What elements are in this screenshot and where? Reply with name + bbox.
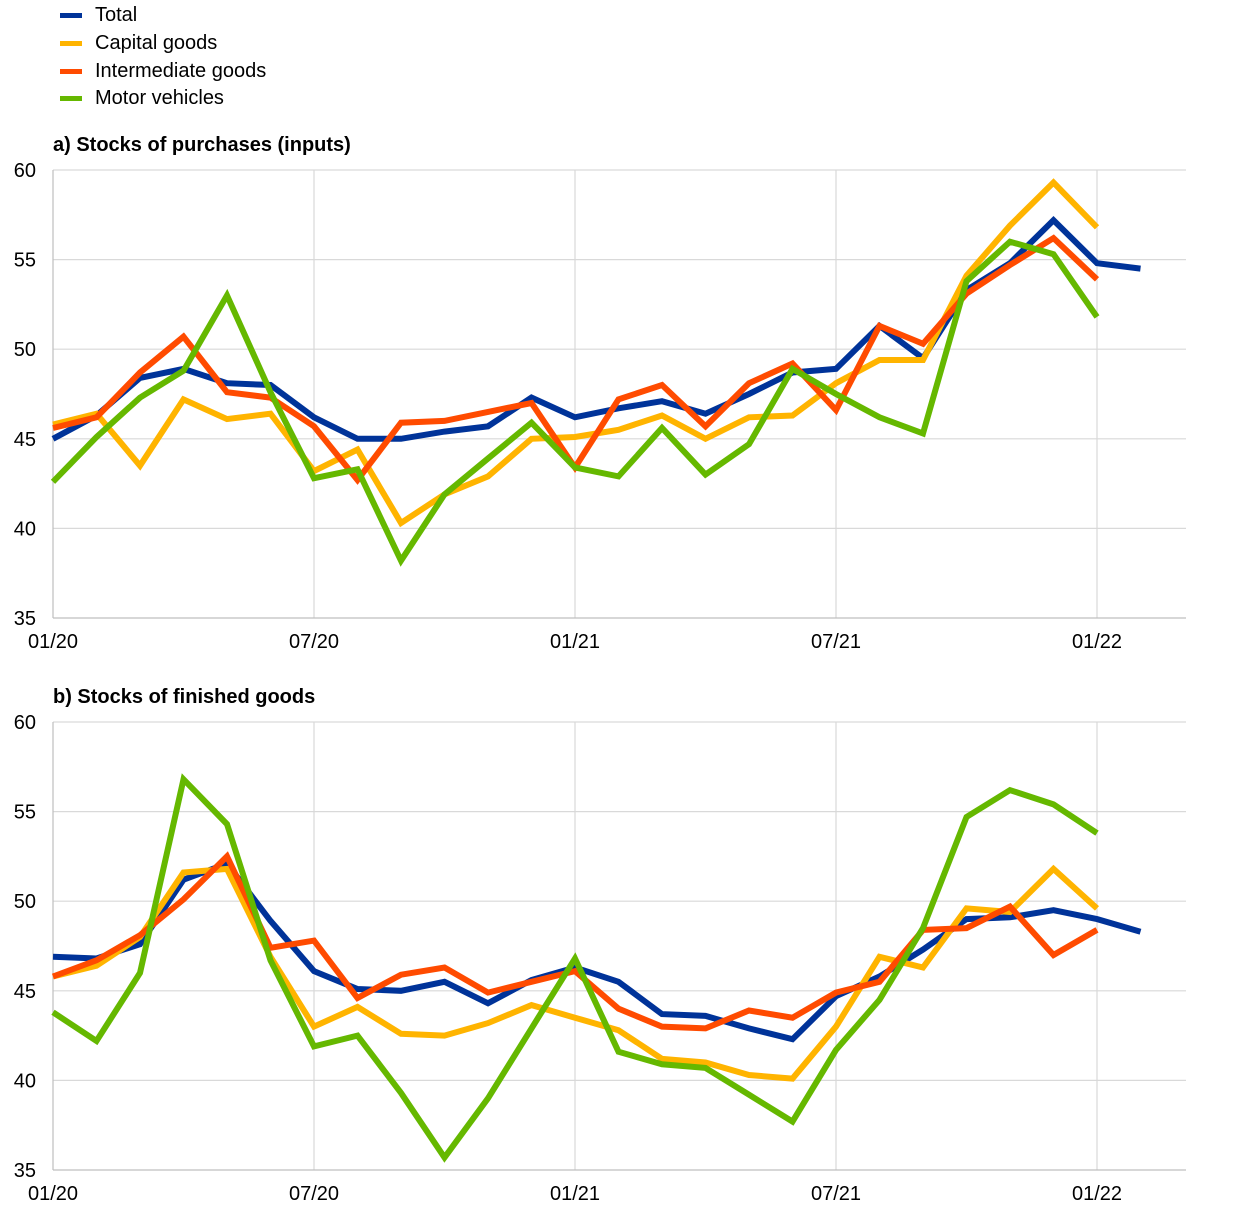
- legend: Total Capital goods Intermediate goods M…: [60, 2, 266, 113]
- y-tick-label: 60: [14, 160, 36, 182]
- y-tick-label: 45: [14, 429, 36, 451]
- legend-item-intermediate-goods: Intermediate goods: [60, 57, 266, 85]
- series-line-capital-goods: [52, 864, 1100, 1082]
- panel-a-title: a) Stocks of purchases (inputs): [53, 134, 351, 156]
- series-line-total: [52, 860, 1142, 1043]
- x-tick-label: 01/22: [1072, 631, 1122, 653]
- legend-swatch: [60, 13, 82, 19]
- y-tick-label: 60: [14, 712, 36, 734]
- legend-item-motor-vehicles: Motor vehicles: [60, 85, 266, 113]
- legend-swatch: [60, 41, 82, 47]
- x-tick-label: 01/20: [28, 1183, 78, 1205]
- y-tick-label: 55: [14, 250, 36, 272]
- y-tick-label: 35: [14, 608, 36, 630]
- x-tick-label: 07/21: [811, 1183, 861, 1205]
- legend-label: Intermediate goods: [95, 59, 267, 82]
- x-tick-label: 07/20: [289, 1183, 339, 1205]
- x-tick-label: 01/20: [28, 631, 78, 653]
- series-line-motor-vehicles: [51, 773, 1099, 1163]
- legend-label: Capital goods: [95, 32, 218, 55]
- y-tick-label: 55: [14, 802, 36, 824]
- x-tick-label: 01/22: [1072, 1183, 1122, 1205]
- y-tick-label: 35: [14, 1160, 36, 1182]
- legend-item-capital-goods: Capital goods: [60, 30, 266, 58]
- y-tick-label: 40: [14, 518, 36, 540]
- legend-label: Motor vehicles: [95, 87, 224, 110]
- x-tick-label: 01/21: [550, 1183, 600, 1205]
- x-tick-label: 01/21: [550, 631, 600, 653]
- chart-panel-b: 35 40 45 50 55 60 01/20 07/20 01/21 07/21 01/22: [14, 712, 1186, 1205]
- legend-swatch: [60, 96, 82, 102]
- y-tick-label: 40: [14, 1070, 36, 1092]
- series-line-total: [51, 215, 1141, 442]
- y-tick-label: 50: [14, 339, 36, 361]
- x-tick-label: 07/20: [289, 631, 339, 653]
- x-tick-label: 07/21: [811, 631, 861, 653]
- panel-b-title: b) Stocks of finished goods: [53, 686, 316, 708]
- legend-label: Total: [95, 4, 138, 27]
- series-line-capital-goods: [52, 178, 1100, 528]
- legend-item-total: Total: [60, 2, 266, 30]
- y-tick-label: 50: [14, 891, 36, 913]
- chart-panel-a: 35 40 45 50 55 60 01/20 07/20 01/21 07/21 01/22: [14, 160, 1186, 653]
- series-line-motor-vehicles: [50, 238, 1100, 567]
- y-tick-label: 45: [14, 981, 36, 1003]
- legend-swatch: [60, 68, 82, 74]
